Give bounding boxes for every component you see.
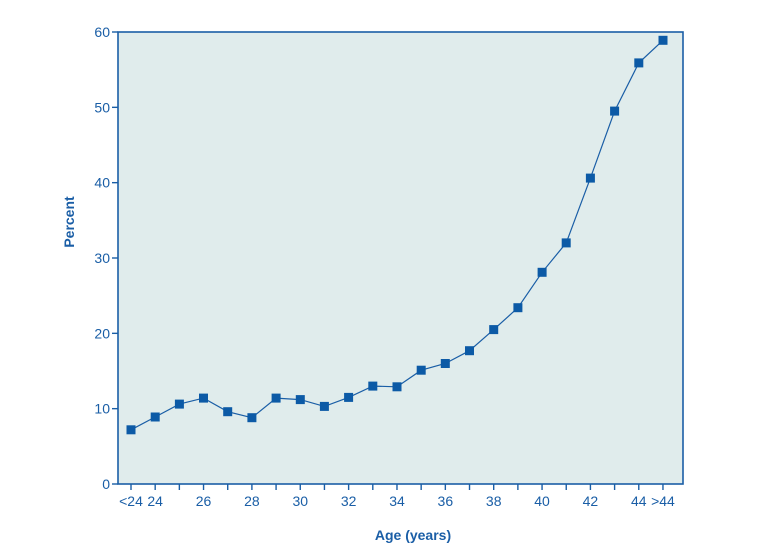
x-tick-label: 36 (438, 493, 454, 509)
data-point (440, 359, 450, 368)
data-point (513, 303, 523, 313)
data-point (199, 393, 208, 403)
y-tick-label: 30 (94, 250, 110, 266)
data-point (271, 393, 281, 403)
data-point (319, 401, 329, 411)
data-point (610, 106, 620, 116)
data-point (561, 238, 571, 248)
data-point (247, 413, 257, 423)
data-point (150, 412, 160, 422)
x-tick-label: 44 (631, 493, 647, 509)
data-point (126, 425, 136, 435)
y-axis-label: Percent (61, 196, 77, 248)
data-point (537, 267, 547, 277)
x-tick-label: 42 (583, 493, 599, 509)
x-tick-label: 24 (147, 493, 163, 509)
x-tick-label: 30 (292, 493, 308, 509)
x-tick-label: 40 (534, 493, 550, 509)
data-point (634, 58, 644, 68)
x-axis-label: Age (years) (375, 527, 451, 543)
x-tick-label: 26 (196, 493, 212, 509)
data-point (585, 173, 595, 183)
data-point (465, 346, 474, 356)
data-point (344, 392, 354, 402)
plot-area (117, 31, 684, 485)
data-point (392, 382, 402, 392)
data-point (658, 35, 668, 45)
data-point (174, 399, 184, 409)
y-axis: 0 10 20 30 40 50 60 (94, 24, 118, 492)
data-point (223, 407, 233, 417)
x-tick-label: 34 (389, 493, 405, 509)
y-tick-label: 0 (102, 476, 110, 492)
y-tick-label: 60 (94, 24, 110, 40)
y-tick-label: 40 (94, 175, 110, 191)
data-point (368, 381, 378, 391)
x-tick-label: 28 (244, 493, 260, 509)
series-layer (126, 35, 668, 435)
x-tick-label: >44 (651, 493, 675, 509)
x-axis: <24 24 26 28 30 32 34 36 38 40 42 44 >44 (119, 484, 675, 509)
data-point (416, 365, 426, 375)
y-tick-label: 10 (94, 401, 110, 417)
x-tick-label: <24 (119, 493, 143, 509)
y-tick-label: 20 (94, 325, 110, 341)
x-tick-label: 32 (341, 493, 357, 509)
y-tick-label: 50 (94, 99, 110, 115)
data-point (295, 395, 305, 405)
data-point (489, 325, 499, 335)
x-tick-label: 38 (486, 493, 502, 509)
